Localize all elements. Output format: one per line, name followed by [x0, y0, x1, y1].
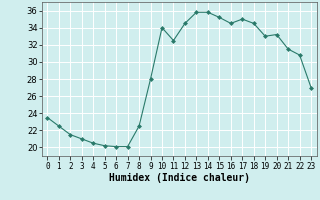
X-axis label: Humidex (Indice chaleur): Humidex (Indice chaleur)	[109, 173, 250, 183]
